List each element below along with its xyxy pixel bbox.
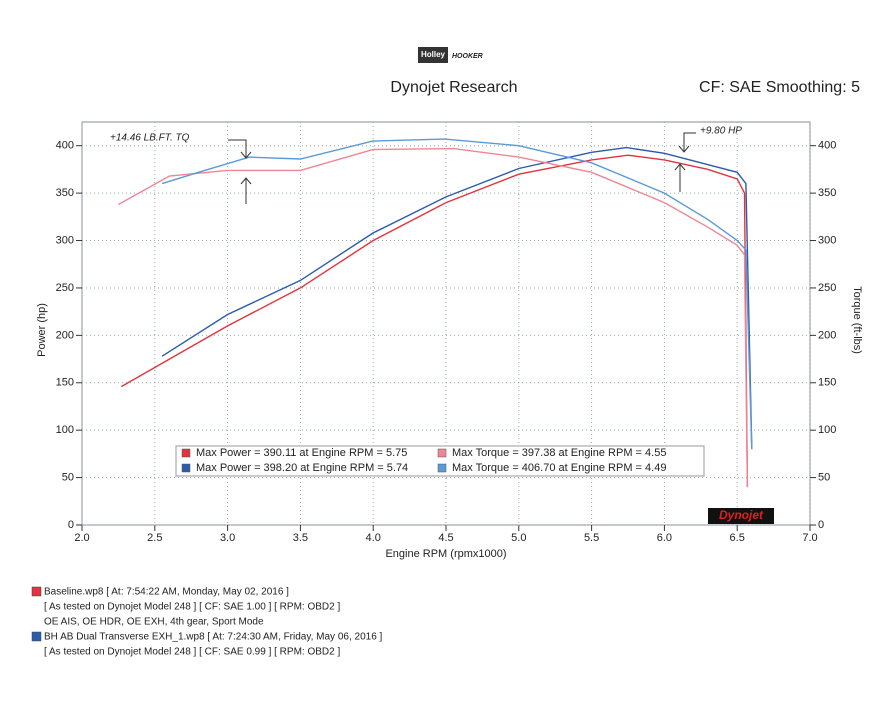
- run-note: Baseline.wp8 [ At: 7:54:22 AM, Monday, M…: [44, 587, 289, 598]
- run-note: OE AIS, OE HDR, OE EXH, 4th gear, Sport …: [44, 617, 264, 628]
- x-tick-label: 2.5: [147, 532, 162, 544]
- series-line: [120, 154, 749, 488]
- x-tick-label: 5.0: [511, 532, 526, 544]
- x-tick-label: 4.5: [438, 532, 453, 544]
- y2-tick-label: 200: [818, 329, 836, 341]
- y2-tick-label: 100: [818, 424, 836, 436]
- annotation: +9.80 HP: [700, 126, 742, 137]
- stats-marker: [181, 463, 191, 473]
- x-tick-label: 3.0: [220, 532, 235, 544]
- chart-subtitle: CF: SAE Smoothing: 5: [699, 79, 860, 96]
- chart-title: Dynojet Research: [390, 79, 517, 96]
- stats-marker: [437, 448, 447, 458]
- x-tick-label: 6.5: [730, 532, 745, 544]
- x-tick-label: 7.0: [802, 532, 817, 544]
- stats-entry: Max Power = 390.11 at Engine RPM = 5.75: [196, 447, 407, 459]
- annotation: +14.46 LB.FT. TQ: [110, 133, 190, 144]
- y-tick-label: 250: [56, 282, 74, 294]
- series-line: [161, 138, 753, 450]
- stats-entry: Max Torque = 406.70 at Engine RPM = 4.49: [452, 462, 666, 474]
- stats-entry: Max Torque = 397.38 at Engine RPM = 4.55: [452, 447, 666, 459]
- y-tick-label: 400: [56, 140, 74, 152]
- y2-tick-label: 300: [818, 234, 836, 246]
- brand-box: [708, 508, 774, 524]
- run-marker: [31, 631, 42, 642]
- x-axis-title: Engine RPM (rpmx1000): [385, 548, 506, 560]
- y2-tick-label: 350: [818, 187, 836, 199]
- y2-tick-label: 50: [818, 471, 830, 483]
- logo-2: HOOKER: [452, 53, 483, 60]
- run-note: [ As tested on Dynojet Model 248 ] [ CF:…: [44, 647, 340, 658]
- x-tick-label: 3.5: [293, 532, 308, 544]
- y-tick-label: 150: [56, 377, 74, 389]
- x-tick-label: 6.0: [657, 532, 672, 544]
- run-note: BH AB Dual Transverse EXH_1.wp8 [ At: 7:…: [44, 632, 383, 643]
- y-tick-label: 0: [68, 519, 74, 531]
- y2-tick-label: 400: [818, 140, 836, 152]
- stats-entry: Max Power = 398.20 at Engine RPM = 5.74: [196, 462, 408, 474]
- y2-tick-label: 250: [818, 282, 836, 294]
- series-line: [118, 147, 749, 488]
- brand: Dynojet: [719, 508, 764, 522]
- run-marker: [31, 586, 42, 597]
- y-tick-label: 350: [56, 187, 74, 199]
- annotation-arrow: [674, 132, 696, 192]
- y-tick-label: 100: [56, 424, 74, 436]
- y-tick-label: 300: [56, 234, 74, 246]
- y-tick-label: 200: [56, 329, 74, 341]
- x-tick-label: 5.5: [584, 532, 599, 544]
- logo-box: [418, 47, 448, 63]
- series-line: [161, 146, 753, 450]
- y-axis-title: Power (hp): [36, 303, 48, 357]
- annotation-arrow: [228, 139, 252, 204]
- run-note: [ As tested on Dynojet Model 248 ] [ CF:…: [44, 602, 340, 613]
- stats-marker: [181, 448, 191, 458]
- x-tick-label: 2.0: [74, 532, 89, 544]
- x-tick-label: 4.0: [366, 532, 381, 544]
- y2-tick-label: 150: [818, 377, 836, 389]
- plot-area: [76, 122, 816, 531]
- y2-axis-title: Torque (ft-lbs): [851, 286, 863, 354]
- y2-tick-label: 0: [818, 519, 824, 531]
- stats-marker: [437, 463, 447, 473]
- logo: Holley: [421, 50, 446, 59]
- y-tick-label: 50: [62, 471, 74, 483]
